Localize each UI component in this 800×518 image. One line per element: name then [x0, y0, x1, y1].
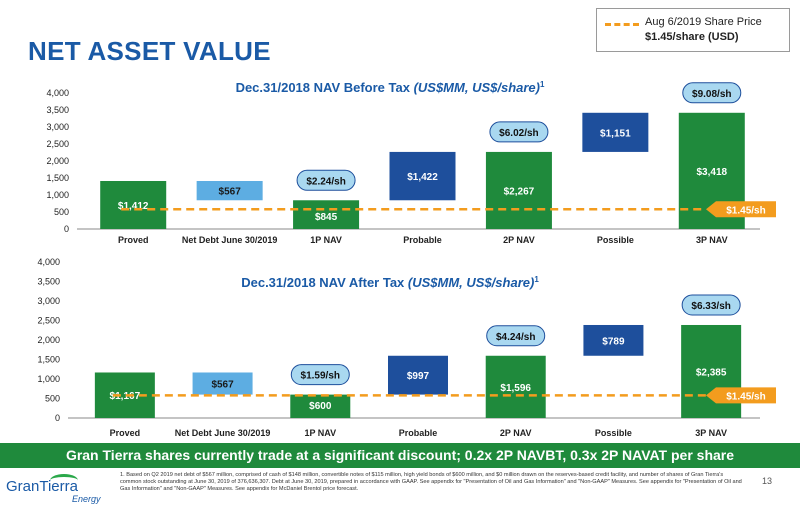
x-tick-label: 2P NAV [503, 235, 535, 245]
per-share-badge [489, 121, 549, 143]
legend-line-2: $1.45/share (USD) [645, 31, 739, 43]
y-tick-label: 1,500 [46, 173, 69, 183]
x-tick-label: Proved [110, 428, 141, 438]
bar-value-label: $1,167 [110, 391, 141, 402]
per-share-badge-label: $6.02/sh [499, 128, 538, 139]
x-tick-label: 3P NAV [696, 235, 728, 245]
bar-2p-nav [485, 151, 552, 229]
y-tick-label: 2,500 [46, 139, 69, 149]
share-price-callout-label: $1.45/sh [726, 205, 765, 216]
nav-after-tax-chart: 0 500 1,000 1,500 2,000 2,500 3,000 3,500 4,000 $… [37, 257, 776, 438]
bar-value-label: $3,418 [696, 167, 727, 178]
y-tick-label: 4,000 [46, 88, 69, 98]
bar-possible [582, 112, 649, 152]
x-tick-label: Probable [403, 235, 442, 245]
per-share-badge-label: $2.24/sh [306, 176, 345, 187]
bar-value-label: $1,596 [500, 383, 531, 394]
y-tick-label: 3,000 [46, 122, 69, 132]
bar-probable [389, 151, 456, 201]
page-number: 13 [762, 476, 773, 486]
per-share-badge [290, 364, 350, 386]
y-tick-label: 4,000 [37, 257, 60, 267]
x-tick-label: 3P NAV [695, 428, 727, 438]
bar-proved [100, 180, 167, 229]
per-share-badge-label: $9.08/sh [692, 89, 731, 100]
logo-arc-icon [50, 474, 78, 487]
y-tick-label: 2,500 [37, 316, 60, 326]
y-tick-label: 1,000 [46, 190, 69, 200]
bar-1p-nav [290, 394, 351, 418]
logo-text: GranTierra [6, 478, 78, 495]
nav-before-tax-chart: 0 500 1,000 1,500 2,000 2,500 3,000 3,500 4,000 $… [46, 80, 776, 245]
y-tick-label: 500 [54, 207, 69, 217]
bar-value-label: $600 [309, 401, 332, 412]
y-tick-label: 2,000 [37, 335, 60, 345]
bar-value-label: $845 [315, 212, 338, 223]
bar-2p-nav [485, 355, 546, 418]
per-share-badge [682, 82, 742, 104]
y-tick-label: 3,500 [46, 105, 69, 115]
x-tick-label: Probable [399, 428, 438, 438]
share-price-callout [706, 387, 776, 404]
legend-line-1: Aug 6/2019 Share Price [645, 16, 762, 28]
bar-value-label: $997 [407, 371, 430, 382]
discount-banner: Gran Tierra shares currently trade at a … [0, 443, 800, 468]
per-share-badge [681, 294, 741, 316]
bar-value-label: $567 [219, 187, 242, 198]
share-price-callout [706, 201, 776, 218]
y-tick-label: 3,000 [37, 296, 60, 306]
per-share-badge-label: $4.24/sh [496, 332, 535, 343]
bar-possible [583, 324, 644, 356]
bar-value-label: $567 [211, 380, 234, 391]
y-tick-label: 0 [55, 413, 60, 423]
bar-probable [388, 355, 448, 395]
per-share-badge-label: $6.33/sh [691, 301, 730, 312]
bar-value-label: $2,267 [504, 186, 535, 197]
legend-dash-swatch [605, 23, 639, 26]
x-tick-label: 2P NAV [500, 428, 532, 438]
y-tick-label: 3,500 [37, 277, 60, 287]
bar-value-label: $1,412 [118, 201, 149, 212]
share-price-legend: Aug 6/2019 Share Price $1.45/share (USD) [596, 8, 790, 52]
y-tick-label: 1,500 [37, 355, 60, 365]
share-price-callout-label: $1.45/sh [726, 391, 765, 402]
bar-net-debt-june-30-2019 [192, 372, 253, 395]
bar-value-label: $789 [602, 336, 625, 347]
x-tick-label: Possible [597, 235, 634, 245]
bar-value-label: $1,422 [407, 172, 438, 183]
per-share-badge [486, 325, 546, 347]
y-tick-label: 2,000 [46, 156, 69, 166]
bar-value-label: $2,385 [696, 367, 727, 378]
per-share-badge-label: $1.59/sh [301, 371, 340, 382]
bar-value-label: $1,151 [600, 128, 631, 139]
x-tick-label: Possible [595, 428, 632, 438]
x-tick-label: Net Debt June 30/2019 [182, 235, 278, 245]
footnote: 1. Based on Q2 2019 net debt of $567 mil… [120, 472, 742, 492]
company-logo: GranTierra Energy [6, 474, 116, 510]
logo-subtext: Energy [72, 494, 101, 504]
per-share-badge [296, 169, 356, 191]
x-tick-label: 1P NAV [310, 235, 342, 245]
chart-title: Dec.31/2018 NAV Before Tax (US$MM, US$/s… [236, 80, 545, 95]
bar-net-debt-june-30-2019 [196, 180, 263, 201]
bar-1p-nav [293, 200, 360, 229]
x-tick-label: Proved [118, 235, 149, 245]
y-tick-label: 1,000 [37, 374, 60, 384]
y-tick-label: 500 [45, 394, 60, 404]
chart-title: Dec.31/2018 NAV After Tax (US$MM, US$/sh… [241, 275, 539, 290]
x-tick-label: 1P NAV [304, 428, 336, 438]
x-tick-label: Net Debt June 30/2019 [175, 428, 271, 438]
page-title: NET ASSET VALUE [28, 36, 271, 66]
y-tick-label: 0 [64, 224, 69, 234]
